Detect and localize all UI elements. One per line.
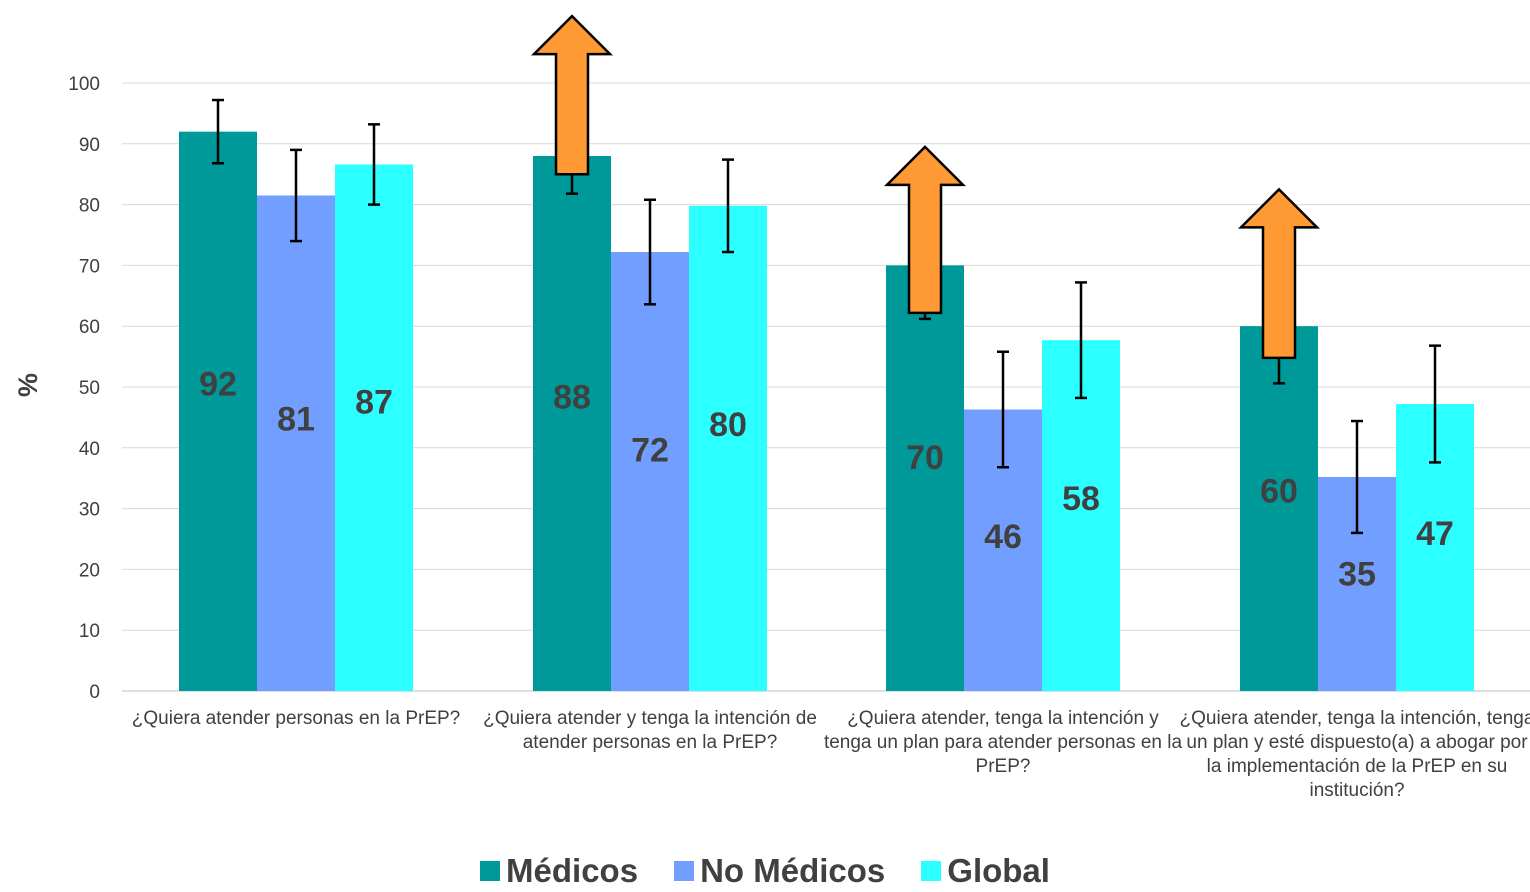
bar (886, 265, 964, 691)
value-label: 80 (709, 406, 747, 444)
legend-item: Médicos (480, 852, 638, 890)
up-arrow (530, 14, 614, 176)
category-label: ¿Quiera atender, tenga la intención, ten… (1179, 708, 1530, 801)
y-tick-label: 0 (89, 682, 100, 703)
y-axis-ticks: 0 10 20 30 40 50 60 70 80 90 100 (68, 74, 100, 703)
y-tick-label: 70 (79, 256, 100, 277)
y-tick-label: 80 (79, 196, 100, 217)
y-tick-label: 90 (79, 135, 100, 156)
bar (179, 131, 257, 691)
category-label: ¿Quiera atender y tenga la intención de … (483, 708, 817, 753)
value-label: 81 (277, 400, 315, 438)
bar (257, 195, 335, 692)
value-label: 88 (553, 379, 591, 417)
bar (335, 164, 413, 692)
legend-swatch (921, 861, 942, 881)
y-tick-label: 10 (79, 621, 100, 642)
value-label: 47 (1416, 515, 1454, 553)
y-tick-label: 40 (79, 439, 100, 460)
category-label: ¿Quiera atender, tenga la intención y te… (823, 708, 1183, 777)
bar (533, 155, 611, 691)
legend-item: No Médicos (674, 852, 885, 890)
bars (179, 131, 1474, 692)
bar (689, 205, 767, 692)
legend-swatch (480, 861, 501, 881)
up-arrow (883, 145, 967, 315)
legend-swatch (674, 861, 695, 881)
y-tick-label: 60 (79, 317, 100, 338)
value-label: 87 (355, 383, 393, 421)
value-labels: 92 88 70 60 81 72 46 35 87 80 58 47 (199, 365, 1454, 593)
legend-label: Global (947, 852, 1050, 889)
value-label: 70 (906, 439, 944, 477)
value-label: 72 (631, 432, 669, 470)
value-label: 46 (984, 518, 1022, 556)
y-tick-label: 30 (79, 500, 100, 521)
value-label: 35 (1338, 555, 1376, 593)
bar (611, 252, 689, 692)
legend-label: No Médicos (700, 852, 886, 889)
y-tick-label: 50 (79, 378, 100, 399)
legend-item: Global (921, 852, 1050, 890)
category-label: ¿Quiera atender personas en la PrEP? (131, 708, 461, 729)
value-label: 92 (199, 365, 237, 403)
y-tick-label: 100 (68, 74, 100, 95)
legend-label: Médicos (506, 852, 639, 889)
value-label: 58 (1062, 480, 1100, 518)
up-arrow (1237, 187, 1321, 360)
bar (1240, 326, 1318, 691)
trend-arrows (530, 14, 1321, 360)
y-tick-label: 20 (79, 560, 100, 581)
legend: Médicos No Médicos Global (0, 852, 1530, 890)
y-axis-label: % (13, 373, 43, 398)
value-label: 60 (1260, 472, 1298, 510)
